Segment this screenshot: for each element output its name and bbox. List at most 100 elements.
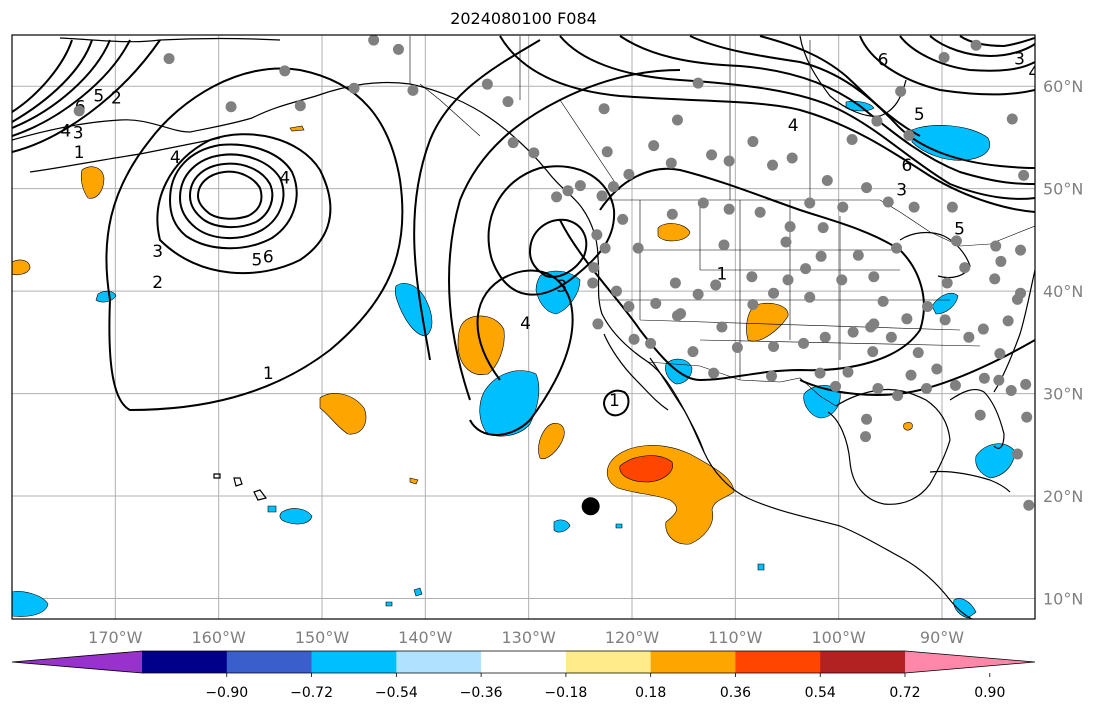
station-marker: [868, 271, 880, 283]
lat-tick-label: 60°N: [1043, 77, 1083, 96]
station-marker: [836, 274, 848, 286]
station-marker: [1015, 287, 1027, 299]
contour-small-loop: [602, 389, 630, 417]
fill-negative-southoffshore: [479, 370, 540, 437]
station-marker: [766, 370, 777, 382]
station-marker: [73, 105, 85, 117]
station-marker: [716, 321, 728, 333]
station-marker: [993, 374, 1005, 386]
fill-negative-southwest-corner: [12, 591, 49, 617]
station-marker: [786, 152, 798, 164]
coast-hawaii-c: [213, 473, 221, 479]
colorbar-tick-label: −0.90: [205, 685, 248, 701]
contour-ne-2: [899, 35, 1035, 72]
contour-label: 6: [901, 156, 912, 176]
station-marker: [368, 35, 380, 46]
contour-labels: 6432514325641341135643465: [60, 50, 1035, 411]
lat-tick-label: 20°N: [1043, 487, 1083, 506]
contour-label: 6: [878, 51, 889, 71]
colorbar-segment: [735, 651, 821, 673]
colorbar-tick-label: 0.36: [720, 685, 751, 701]
fill-negative-west-small: [95, 290, 117, 303]
station-marker: [746, 271, 758, 283]
station-marker: [723, 203, 735, 215]
colorbar-segment: [311, 651, 397, 673]
station-marker: [1018, 169, 1030, 181]
contour-low-5: [188, 162, 274, 228]
station-marker: [767, 159, 779, 171]
station-marker: [723, 155, 735, 167]
station-marker: [562, 185, 574, 197]
station-marker: [885, 331, 897, 343]
colorbar-tick-label: −0.18: [544, 685, 587, 701]
station-marker: [782, 274, 794, 286]
contour-trough-4: [469, 269, 574, 436]
coast-hawaii-a: [233, 477, 243, 487]
contour-west-5: [12, 39, 73, 113]
station-marker: [901, 313, 913, 325]
fill-negative-texas: [803, 385, 841, 419]
station-marker: [611, 285, 622, 297]
contour-ne-3: [929, 35, 1035, 58]
station-marker: [1002, 315, 1014, 327]
station-marker: [623, 301, 635, 313]
colorbar-segment: [565, 651, 652, 673]
contour-trough-outer: [413, 39, 541, 361]
coast-hawaii-b: [253, 489, 268, 501]
contour-label: 3: [556, 277, 567, 297]
station-marker: [596, 190, 608, 202]
fill-negative-tiny-d: [757, 563, 765, 571]
station-marker: [921, 382, 932, 394]
station-marker: [502, 96, 514, 108]
station-marker: [706, 149, 718, 161]
station-marker: [872, 382, 884, 394]
contour-label: 4: [279, 168, 290, 188]
contour-low-4: [178, 153, 285, 240]
station-marker: [978, 372, 990, 384]
station-marker: [650, 297, 662, 309]
lat-tick-label: 30°N: [1043, 385, 1083, 404]
contour-label: 5: [93, 86, 104, 106]
latitude-labels: 10°N 20°N 30°N 40°N 50°N 60°N: [1043, 77, 1083, 608]
station-marker: [815, 250, 827, 262]
lon-tick-label: 120°W: [605, 628, 660, 647]
lon-tick-label: 150°W: [295, 628, 350, 647]
fill-positive-nevada: [657, 223, 691, 242]
station-marker: [551, 191, 563, 203]
station-marker: [407, 84, 419, 96]
fill-positive-far-west: [12, 259, 31, 276]
station-marker: [861, 413, 873, 425]
station-marker: [847, 326, 859, 338]
contour-north-1: [499, 35, 1035, 213]
contour-low-2: [156, 133, 332, 275]
station-marker: [632, 242, 644, 254]
station-marker: [747, 298, 759, 310]
station-marker: [1023, 499, 1035, 511]
figure-title: 2024080100 F084: [450, 9, 597, 28]
fill-negative-canada-east: [911, 125, 990, 161]
station-marker: [731, 341, 743, 353]
contour-lines: [12, 35, 1035, 436]
station-marker: [601, 146, 613, 158]
station-marker: [941, 277, 953, 289]
station-marker: [675, 308, 687, 320]
contour-low-6: [196, 170, 263, 220]
station-marker: [1020, 378, 1032, 390]
station-marker: [950, 235, 962, 247]
contour-north-5: [759, 35, 921, 137]
station-marker: [591, 229, 603, 241]
coast-hudson: [799, 35, 907, 117]
station-marker: [846, 134, 858, 146]
lon-tick-label: 160°W: [191, 628, 246, 647]
fill-negative-greatlakes: [931, 293, 959, 315]
contour-ne-4: [959, 35, 1035, 48]
station-marker: [599, 242, 611, 254]
station-marker: [977, 323, 989, 335]
fill-negative-tiny-b: [413, 587, 423, 597]
station-marker: [939, 314, 951, 326]
coast-alaska: [12, 81, 583, 209]
station-marker: [507, 137, 519, 149]
station-marker: [860, 431, 872, 443]
station-marker: [912, 347, 924, 359]
